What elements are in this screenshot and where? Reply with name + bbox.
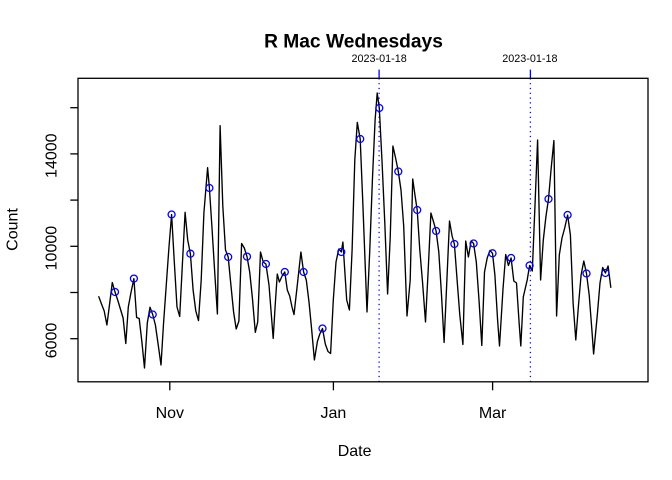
svg-text:2023-01-18: 2023-01-18 <box>502 53 557 65</box>
svg-text:Jan: Jan <box>321 405 347 422</box>
svg-text:Nov: Nov <box>156 405 184 422</box>
svg-text:10000: 10000 <box>44 226 61 271</box>
svg-text:Date: Date <box>338 443 372 460</box>
svg-text:R Mac Wednesdays: R Mac Wednesdays <box>264 31 443 52</box>
svg-text:14000: 14000 <box>44 133 61 178</box>
svg-text:Mar: Mar <box>479 405 507 422</box>
svg-text:Count: Count <box>5 208 22 251</box>
svg-text:6000: 6000 <box>44 323 61 359</box>
svg-text:2023-01-18: 2023-01-18 <box>351 53 406 65</box>
